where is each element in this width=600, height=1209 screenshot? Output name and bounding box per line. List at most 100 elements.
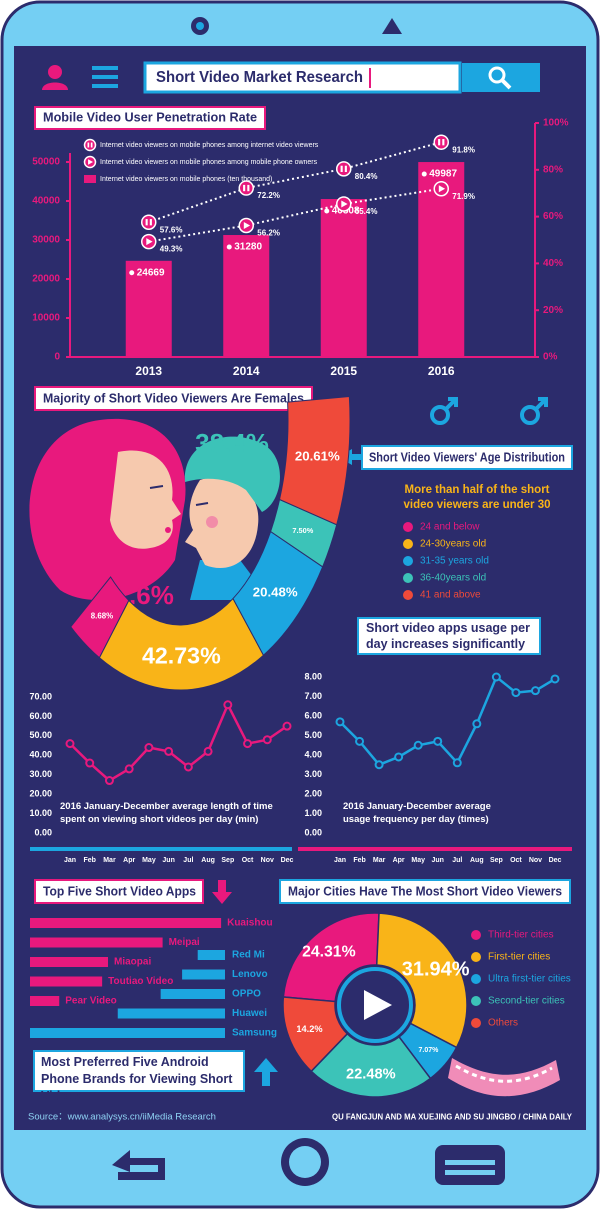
marker-glyph [344,165,347,173]
menu-button-line [445,1170,495,1175]
x-tick-label: Oct [242,857,254,864]
search-icon [488,66,506,84]
marker-glyph [87,142,90,148]
line-marker [243,739,253,749]
legend-icon [403,522,413,532]
x-tick-label: 2016 [428,364,455,378]
segment-label: 8.68% [91,612,113,621]
male-face [185,477,259,569]
female-face [110,450,181,549]
chart-caption: 2016 January-December average usage freq… [343,801,491,825]
bar [182,969,225,980]
point-label: 71.9% [452,192,475,201]
y-tick-label: 5.00 [304,730,322,740]
segment-label: 7.50% [292,526,313,535]
gender-symbol [444,397,458,411]
bar-label: Miaopai [114,957,151,968]
bar-label: OPPO [232,989,261,1000]
y-tick-label: 0.00 [304,827,322,837]
y-tick-label: 1.00 [304,808,322,818]
line-marker [452,758,462,768]
search-bar[interactable] [143,61,462,94]
bar [30,918,222,928]
bar-value-label: 49987 [429,169,457,180]
marker-glyph [438,185,446,193]
chart-marks: 0 10000 20000 30000 40000 50000 0% 20% 40% 60% 80%… [29,118,572,1098]
gender-symbol [520,405,540,425]
menu-icon [92,75,118,79]
credit: QU FANGJUN AND MA XUEJING AND SU JINGBO … [332,1111,572,1121]
menu-button-line [445,1160,495,1165]
sensor [382,18,402,34]
bar-label: Huawei [232,1008,267,1019]
chart-title: Majority of Short Video Viewers Are Fema… [43,390,304,405]
legend-label: 31-35 years old [420,556,489,567]
line-marker [511,688,521,698]
x-tick-label: Sep [221,857,234,864]
bar-label: Meipai [169,937,200,948]
x-tick-label: Sep [490,857,503,864]
legend-label: Internet video viewers on mobile phones … [100,142,319,149]
bar [30,996,60,1006]
point-label: 56.2% [257,229,280,238]
x-axis [298,847,572,851]
line-marker [85,758,95,768]
line-marker [550,674,560,684]
legend-icon [471,952,481,962]
bar-label-dot [226,244,232,250]
legend-label: Others [488,1018,518,1029]
search-button[interactable] [462,63,540,92]
line-marker [472,719,482,729]
chart-title: Major Cities Have The Most Short Video V… [288,883,562,898]
menu-icon [92,84,118,88]
male-eye [195,502,209,506]
point-label: 72.2% [257,191,280,200]
line-marker [355,736,365,746]
line-marker [262,735,272,745]
camera-lens [196,22,204,30]
legend-icon [403,573,413,583]
bar [197,950,225,960]
bar-label: Red Mi [232,950,265,961]
marker-glyph [341,200,348,208]
line-marker [144,743,154,753]
legend-label: 24-30years old [420,539,486,550]
y-tick-label: 50000 [32,157,60,168]
x-tick-label: May [411,857,425,864]
line-marker [413,740,423,750]
x-tick-label: Apr [123,857,135,864]
legend-icon [403,539,413,549]
legend-label: 24 and below [420,522,480,533]
overlay [337,967,413,1043]
play-icon [364,990,392,1020]
x-tick-label: Jul [452,857,462,864]
x-tick-label: Jan [334,857,346,864]
chart-title: Mobile Video User Penetration Rate [43,109,257,124]
line-marker [183,762,193,772]
y-tick-label: 10000 [32,313,60,324]
line-marker [282,721,292,731]
donut-segment [375,912,468,1049]
line-marker [124,764,134,774]
y-tick-label: 50.00 [29,730,52,740]
percent-label: 38.4% [195,428,269,458]
x-tick-label: Oct [510,857,522,864]
line-marker [238,180,254,196]
point-label: 91.8% [452,145,475,154]
x-tick-label: Jan [64,857,76,864]
bar-label-dot [324,208,330,214]
line-marker [223,700,233,710]
x-tick-label: Feb [353,857,365,864]
back-button[interactable] [112,1150,165,1180]
y-tick-label: 20000 [32,274,60,285]
y-tick-label: 30.00 [29,769,52,779]
y-tick-label: 2.00 [304,788,322,798]
bar-value-label: 31280 [234,242,262,253]
line-marker [203,746,213,756]
menu-icon[interactable] [92,66,118,70]
home-button-inner [289,1146,321,1178]
chart-title: Short Video Viewers' Age Distribution [369,449,565,464]
bar-label: Toutiao Video [108,976,173,987]
